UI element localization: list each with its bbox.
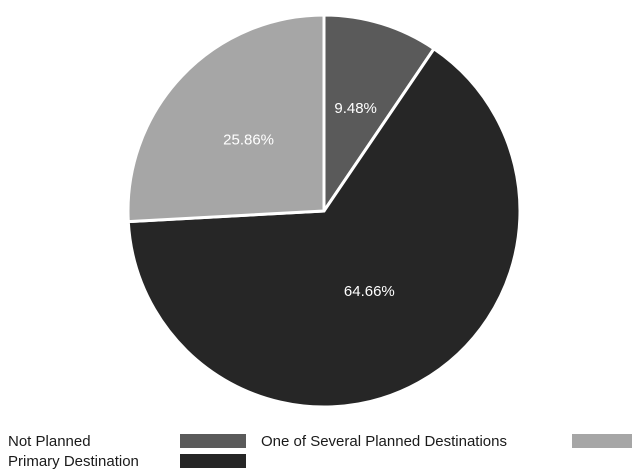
pie-slice-value-label: 25.86% [223, 132, 274, 149]
legend-swatch-one-of-several [572, 434, 632, 448]
legend-label-primary-destination: Primary Destination [8, 453, 139, 470]
pie-slice-value-label: 9.48% [334, 100, 377, 117]
legend-swatch-not-planned [180, 434, 246, 448]
legend-label-one-of-several: One of Several Planned Destinations [261, 433, 507, 450]
pie-slice-labels: 9.48% 64.66% 25.86% [223, 100, 395, 300]
pie-slice-value-label: 64.66% [344, 283, 395, 300]
pie-slice-one-of-several-planned-destinations [126, 13, 326, 224]
legend-swatch-primary-destination [180, 454, 246, 468]
legend: Not Planned One of Several Planned Desti… [8, 433, 632, 470]
pie-slice-not-planned [322, 13, 436, 213]
legend-label-not-planned: Not Planned [8, 433, 91, 450]
pie-slice-primary-destination [126, 47, 522, 409]
pie-slices [126, 13, 522, 409]
